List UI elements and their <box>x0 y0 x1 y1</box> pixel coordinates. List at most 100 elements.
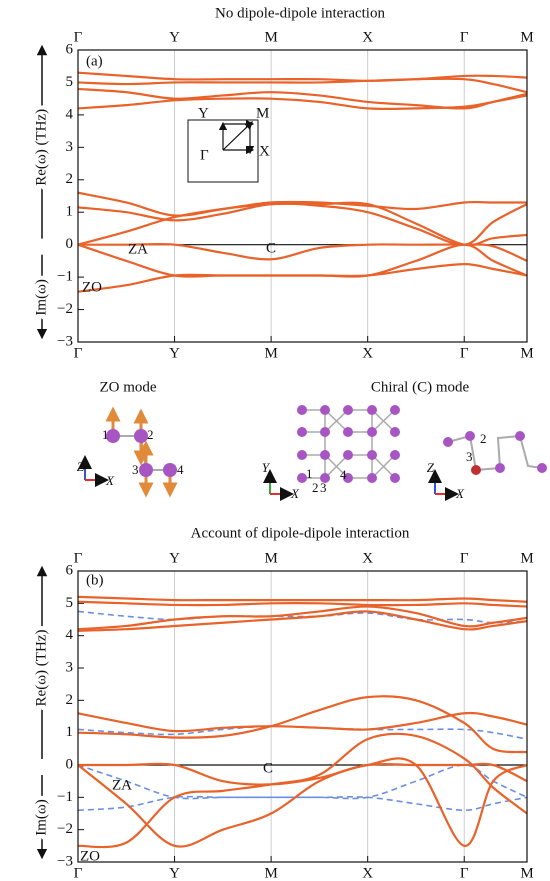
annotation: C <box>266 240 276 256</box>
y-tick-label: 1 <box>66 204 74 220</box>
x-tick-label: M <box>520 865 533 881</box>
x-tick-label: Y <box>169 345 180 361</box>
chiral-mode: Chiral (C) mode 1 2 3 4 Y X 2 3 Z X <box>262 379 547 501</box>
chart-title: Account of dipole-dipole interaction <box>191 525 410 541</box>
axis-label: Y <box>262 460 271 475</box>
band-line <box>77 757 528 848</box>
x-tick-label: M <box>264 345 277 361</box>
y-tick-label: 2 <box>66 692 74 708</box>
mode-title: ZO mode <box>99 379 156 395</box>
annotation: ZA <box>112 777 132 793</box>
annotation: C <box>263 760 273 776</box>
inset-label: Γ <box>200 147 209 163</box>
x-tick-label: Γ <box>74 865 83 881</box>
x-tick-label-top: M <box>520 29 533 45</box>
band-line <box>77 71 528 82</box>
band-line <box>77 605 528 631</box>
mode-title: Chiral (C) mode <box>371 379 470 395</box>
x-tick-label: Γ <box>74 345 83 361</box>
x-tick-label-top: Y <box>169 29 180 45</box>
x-tick-label: Γ <box>460 345 469 361</box>
y-tick-label: −2 <box>57 821 73 837</box>
y-tick-label: 5 <box>66 74 74 90</box>
y-tick-label: −3 <box>57 853 73 869</box>
x-tick-label: Y <box>169 865 180 881</box>
annotation: (b) <box>86 572 104 588</box>
annotation: ZO <box>80 848 100 864</box>
y-axis-label: Im(ω) <box>33 279 49 316</box>
annotation: ZO <box>82 279 102 295</box>
band-line <box>77 795 528 812</box>
atom-label: 1 <box>306 466 313 481</box>
band-line <box>77 87 528 110</box>
x-tick-label: M <box>264 865 277 881</box>
y-tick-label: 4 <box>66 106 74 122</box>
inset-label: X <box>259 143 270 159</box>
zo-mode: ZO mode 1 2 3 4 Z X <box>77 379 184 498</box>
x-tick-label-top: M <box>520 550 533 566</box>
inset-label: Y <box>198 105 209 121</box>
y-tick-label: 3 <box>66 659 74 675</box>
chart-title: No dipole-dipole interaction <box>215 5 385 21</box>
band-line <box>77 263 528 293</box>
y-tick-label: −3 <box>57 333 73 349</box>
x-tick-label: Γ <box>460 865 469 881</box>
axis-label: Z <box>427 460 435 475</box>
atom-label: 2 <box>480 431 487 446</box>
axis-label: X <box>290 486 300 501</box>
band-line <box>77 595 528 603</box>
band-line <box>77 94 528 111</box>
atom-label: 4 <box>340 467 347 482</box>
annotation: ZA <box>128 241 148 257</box>
x-tick-label-top: X <box>362 29 373 45</box>
y-tick-label: 0 <box>66 236 74 252</box>
y-tick-label: 6 <box>66 562 74 578</box>
x-tick-label-top: Γ <box>74 550 83 566</box>
x-tick-label-top: Γ <box>460 550 469 566</box>
x-tick-label-top: M <box>264 29 277 45</box>
atom-label: 4 <box>177 462 184 477</box>
atom-label: 3 <box>132 462 139 477</box>
y-tick-label: 0 <box>66 756 74 772</box>
annotation: (a) <box>86 53 103 69</box>
x-tick-label-top: M <box>264 550 277 566</box>
band-line <box>77 762 528 786</box>
x-tick-label-top: Y <box>169 550 180 566</box>
plot-frame <box>77 570 528 863</box>
band-line <box>77 191 527 217</box>
atom-label: 3 <box>320 480 327 495</box>
axis-label: X <box>455 486 465 501</box>
x-tick-label-top: Γ <box>460 29 469 45</box>
inset-arrow <box>222 121 254 151</box>
y-tick-label: −2 <box>57 301 73 317</box>
atom-label: 2 <box>147 427 154 442</box>
x-tick-label: X <box>362 345 373 361</box>
y-tick-label: 4 <box>66 627 74 643</box>
plot-frame <box>77 49 528 343</box>
atom-label: 3 <box>466 449 473 464</box>
band-line <box>77 711 528 733</box>
inset-label: M <box>256 105 269 121</box>
band-line <box>77 695 528 754</box>
band-line <box>77 77 528 94</box>
x-tick-label: X <box>362 865 373 881</box>
atom-label: 1 <box>102 427 109 442</box>
x-tick-label-top: X <box>362 550 373 566</box>
axis-label: X <box>105 473 115 488</box>
band-line <box>77 610 528 632</box>
band-line <box>77 202 528 246</box>
x-tick-label: M <box>520 345 533 361</box>
band-line <box>77 732 528 849</box>
y-axis-label: Re(ω) (THz) <box>33 109 49 186</box>
y-tick-label: 6 <box>66 41 74 57</box>
y-tick-label: −1 <box>57 269 73 285</box>
x-tick-label-top: Γ <box>74 29 83 45</box>
atom-label: 2 <box>312 480 319 495</box>
band-line <box>77 600 528 608</box>
y-axis-label: Re(ω) (THz) <box>33 630 49 707</box>
band-line <box>78 242 528 262</box>
y-axis-label: Im(ω) <box>33 799 49 836</box>
y-tick-label: 5 <box>66 595 74 611</box>
y-tick-label: −1 <box>57 789 73 805</box>
